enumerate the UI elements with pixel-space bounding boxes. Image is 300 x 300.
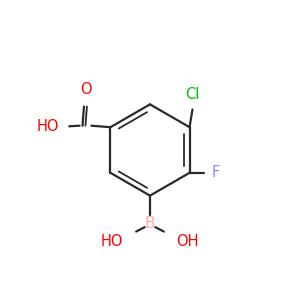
Text: OH: OH bbox=[176, 234, 199, 249]
Text: F: F bbox=[212, 165, 220, 180]
Text: O: O bbox=[80, 82, 91, 97]
Text: Cl: Cl bbox=[185, 87, 200, 102]
Text: HO: HO bbox=[36, 119, 59, 134]
Text: HO: HO bbox=[101, 234, 124, 249]
Text: B: B bbox=[145, 216, 155, 231]
